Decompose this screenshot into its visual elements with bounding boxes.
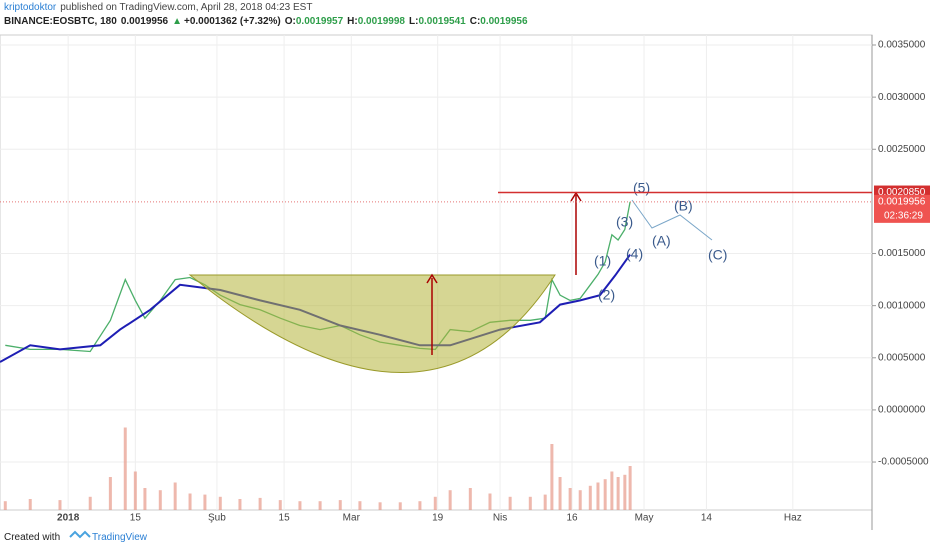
wave-label: (3): [616, 214, 633, 230]
volume-bar: [28, 499, 32, 510]
y-tick-label: -0.0005000: [878, 457, 929, 468]
volume-bar: [488, 493, 492, 510]
volume-bar: [508, 496, 512, 510]
volume-bar: [610, 471, 614, 510]
volume-bar: [358, 501, 362, 510]
volume-bar: [418, 501, 422, 510]
volume-bar: [603, 479, 607, 510]
volume-bar: [318, 501, 322, 510]
header-line-1: kriptodoktor published on TradingView.com…: [4, 2, 312, 13]
volume-bar: [173, 482, 177, 510]
last-price-tag: [874, 194, 930, 223]
change: +0.0001362 (+7.32%): [184, 16, 281, 27]
volume-bar: [143, 488, 147, 510]
l-label: L:: [409, 16, 418, 27]
volume-bar: [218, 496, 222, 510]
volume-bar: [468, 488, 472, 510]
volume-bar: [448, 490, 452, 510]
y-tick-label: 0.0005000: [878, 352, 926, 363]
volume-bar: [58, 500, 62, 510]
x-tick-label: Nis: [493, 513, 507, 524]
cup-pattern: [188, 274, 556, 373]
volume-bar: [616, 477, 620, 510]
arrow-head: [426, 273, 438, 284]
x-tick-label: Mar: [343, 513, 361, 524]
volume-bar: [3, 501, 7, 510]
volume-bar: [588, 485, 592, 510]
created: Created with: [4, 532, 60, 543]
volume-bar: [528, 496, 532, 510]
wave-label: (1): [594, 253, 611, 269]
wave-label: (2): [598, 287, 615, 303]
volume-bar: [133, 471, 137, 510]
x-tick-label: 15: [279, 513, 291, 524]
volume-bar: [433, 496, 437, 510]
wave-label: (4): [626, 246, 643, 262]
y-tick-label: 0.0010000: [878, 300, 926, 311]
volume-bar: [398, 502, 402, 510]
l: 0.0019541: [418, 16, 466, 27]
volume-bar: [543, 494, 547, 510]
y-tick-label: 0.0000000: [878, 405, 926, 416]
volume-bar: [378, 502, 382, 510]
volume-bar: [558, 477, 562, 510]
c-label: C:: [470, 16, 481, 27]
volume-bar: [88, 496, 92, 510]
y-tick-label: 0.0025000: [878, 144, 926, 155]
volume-bar: [568, 488, 572, 510]
volume-bar: [188, 493, 192, 510]
arrow: ▲: [172, 16, 182, 27]
volume-bar: [203, 494, 207, 510]
volume-bar: [298, 501, 302, 510]
y-tick-label: 0.0015000: [878, 248, 926, 259]
volume-bar: [238, 499, 242, 510]
volume-bar: [596, 482, 600, 510]
plot-area: [0, 34, 873, 511]
x-tick-label: May: [635, 513, 654, 524]
o-label: O:: [285, 16, 296, 27]
x-tick-label: 2018: [57, 513, 80, 524]
y-tick-label: 0.0030000: [878, 92, 926, 103]
published: published on TradingView.com, April 28, …: [60, 2, 312, 13]
h: 0.0019998: [358, 16, 406, 27]
last: 0.0019956: [121, 16, 169, 27]
volume-bar: [628, 466, 632, 510]
x-tick-label: Şub: [208, 513, 226, 524]
c: 0.0019956: [480, 16, 528, 27]
wave-label: (C): [708, 247, 727, 263]
volume-bar: [108, 477, 112, 510]
volume-bar: [550, 444, 554, 510]
volume-bar: [158, 490, 162, 510]
volume-bar: [338, 500, 342, 510]
x-tick-label: 19: [432, 513, 444, 524]
countdown: 02:36:29: [884, 210, 923, 221]
volume-bar: [258, 497, 262, 510]
plot: [0, 35, 872, 510]
author[interactable]: kriptodoktor: [4, 2, 57, 13]
logo: [69, 530, 91, 539]
wave-projection: [631, 199, 713, 241]
o: 0.0019957: [296, 16, 344, 27]
header-line-2: BINANCE:EOSBTC, 180 0.0019956 ▲ +0.0001362 …: [4, 16, 528, 27]
x-tick-label: Haz: [784, 513, 802, 524]
volume-bar: [278, 500, 282, 510]
x-tick-label: 16: [566, 513, 578, 524]
volume-bar: [623, 474, 627, 510]
symbol: BINANCE:EOSBTC, 180: [4, 16, 117, 27]
x-tick-label: 14: [701, 513, 713, 524]
x-tick-label: 15: [130, 513, 142, 524]
volume-bar: [123, 427, 127, 510]
wave-label: (B): [674, 198, 693, 214]
wave-label: (A): [652, 233, 671, 249]
wave-label: (5): [633, 180, 650, 196]
last-price-label: 0.0019956: [878, 196, 926, 207]
volume-bar: [578, 490, 582, 510]
footer: Created with TradingView: [4, 532, 148, 543]
brand[interactable]: TradingView: [92, 532, 148, 543]
y-tick-label: 0.0035000: [878, 40, 926, 51]
h-label: H:: [347, 16, 358, 27]
target-label: 0.0020850: [878, 187, 926, 198]
